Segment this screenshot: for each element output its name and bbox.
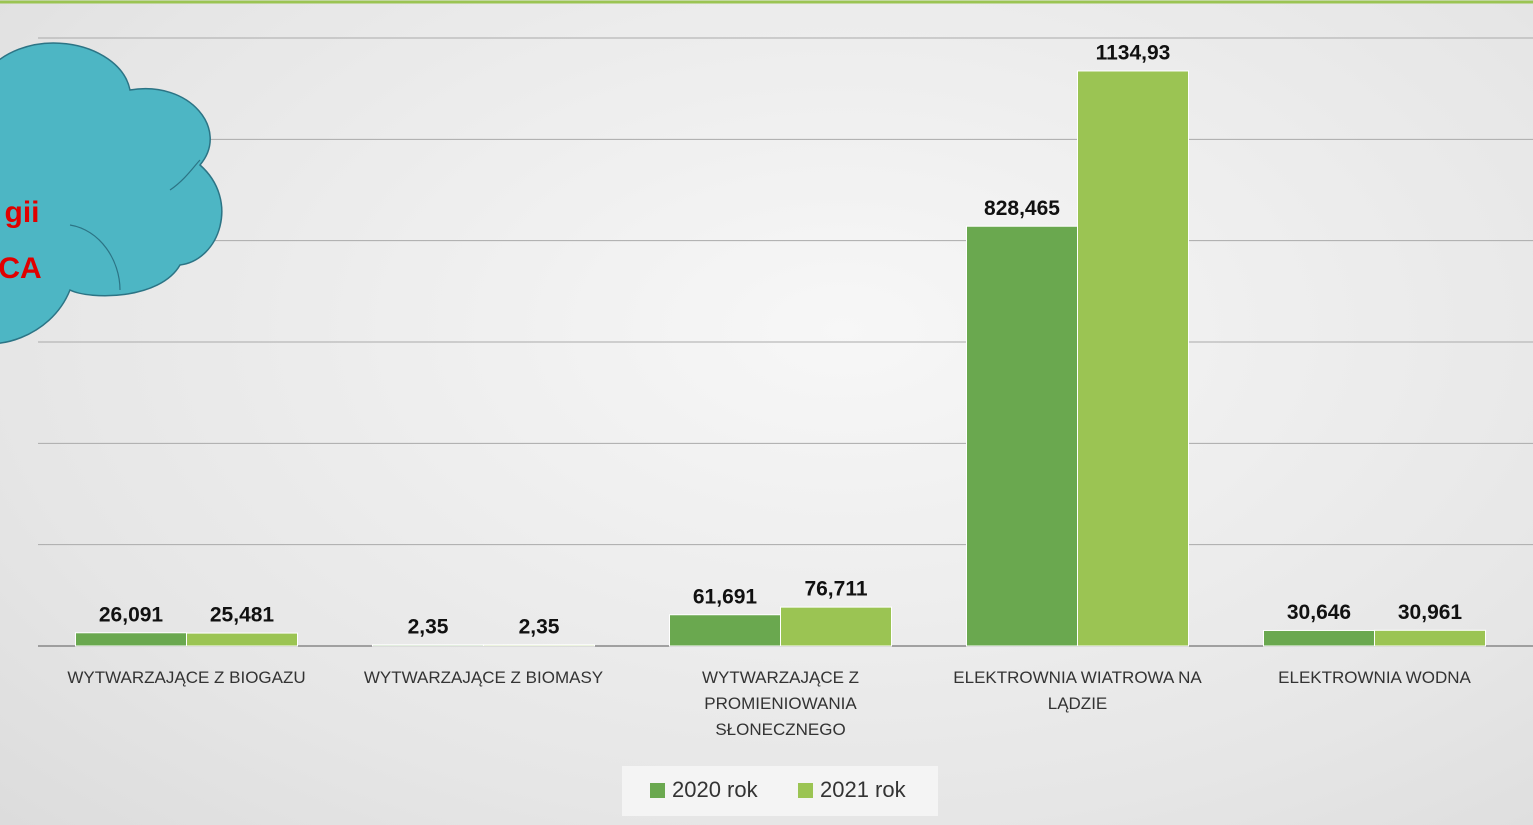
- value-label: 30,961: [1398, 601, 1463, 624]
- x-tick-label: WYTWARZAJĄCE Z BIOGAZU: [67, 668, 306, 687]
- bar: [1263, 629, 1375, 647]
- value-label: 30,646: [1287, 601, 1351, 624]
- bar: [780, 606, 892, 647]
- value-label: 2,35: [408, 615, 449, 638]
- bar: [966, 225, 1078, 647]
- legend-swatch: [650, 783, 665, 798]
- bar: [186, 632, 298, 647]
- bar: [669, 614, 781, 647]
- cloud-text: gii: [5, 196, 40, 229]
- value-label: 61,691: [693, 585, 758, 608]
- bar: [75, 632, 187, 647]
- x-tick-label: WYTWARZAJĄCE Z BIOMASY: [363, 668, 604, 687]
- x-tick-label: ELEKTROWNIA WODNA: [1278, 668, 1471, 687]
- cloud-fold: [69, 159, 201, 291]
- value-label: 1134,93: [1096, 42, 1171, 65]
- value-label: 26,091: [99, 603, 164, 626]
- bar: [1077, 70, 1189, 647]
- legend-label: 2021 rok: [820, 777, 907, 802]
- legend-label: 2020 rok: [672, 777, 759, 802]
- legend-swatch: [798, 783, 813, 798]
- value-label: 828,465: [984, 197, 1060, 220]
- cloud-text: CA: [0, 252, 42, 285]
- cloud: [0, 42, 223, 344]
- x-tick-label: WYTWARZAJĄCE Z PROMIENIOWANIA SŁONECZNEG…: [701, 668, 860, 739]
- bar: [483, 644, 595, 647]
- value-label: 2,35: [519, 615, 560, 638]
- legend-box: [622, 766, 938, 816]
- bar: [1374, 629, 1486, 647]
- value-label: 76,711: [804, 578, 867, 601]
- bar: [372, 644, 484, 647]
- value-label: 25,481: [210, 604, 275, 627]
- x-tick-label: ELEKTROWNIA WIATROWA NA LĄDZIE: [953, 668, 1202, 713]
